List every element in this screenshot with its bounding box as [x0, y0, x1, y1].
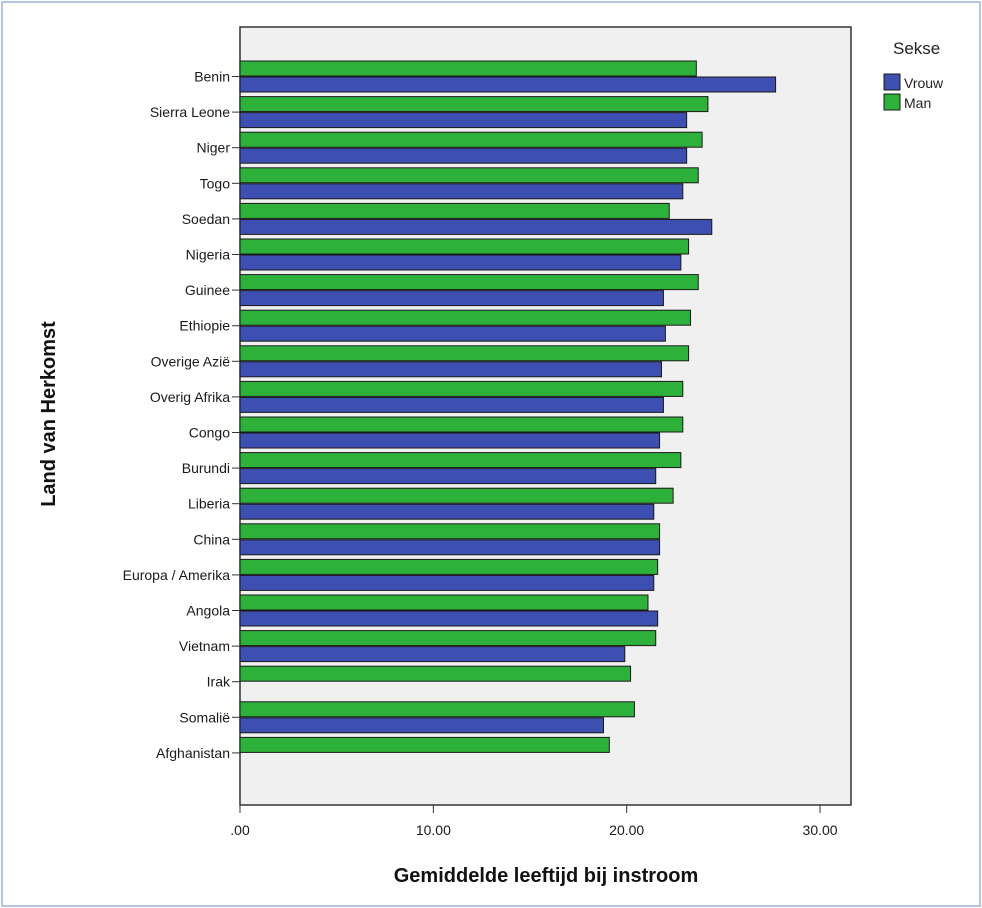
bar-man-14 — [239, 558, 659, 575]
bar-vrouw-7 — [239, 325, 666, 342]
bar-vrouw-16 — [239, 646, 626, 663]
bar-man-16 — [239, 630, 657, 647]
bar-man-4 — [239, 202, 670, 219]
y-tick-label-14: Europa / Amerika — [123, 567, 231, 583]
x-axis-title: Gemiddelde leeftijd bij instroom — [394, 865, 698, 887]
bar-vrouw-8 — [239, 361, 663, 378]
y-tick-label-19: Afghanistan — [156, 745, 230, 761]
y-tick-label-10: Congo — [189, 425, 230, 441]
y-tick-label-13: China — [193, 531, 230, 547]
x-tick-label-3: 30.00 — [803, 822, 838, 838]
bar-man-12 — [239, 487, 674, 504]
bar-man-11 — [239, 452, 682, 469]
bar-vrouw-11 — [239, 468, 657, 485]
bar-man-3 — [239, 167, 699, 184]
y-tick-label-4: Soedan — [182, 211, 230, 227]
y-tick-label-2: Niger — [197, 140, 231, 156]
bar-man-7 — [239, 309, 692, 326]
x-tick-label-2: 20.00 — [609, 822, 644, 838]
bar-man-17 — [239, 665, 632, 682]
bar-man-10 — [239, 416, 684, 433]
y-tick-label-0: Benin — [194, 69, 230, 85]
y-tick-label-9: Overig Afrika — [150, 389, 230, 405]
bar-vrouw-18 — [239, 717, 605, 734]
bar-vrouw-15 — [239, 610, 659, 627]
bar-man-15 — [239, 594, 649, 611]
y-tick-label-11: Burundi — [182, 460, 230, 476]
y-tick-label-15: Angola — [186, 603, 230, 619]
x-tick-label-1: 10.00 — [416, 822, 451, 838]
x-axis: .00 10.00 20.00 30.00 — [230, 805, 838, 838]
x-tick-label-0: .00 — [230, 822, 250, 838]
y-axis-title: Land van Herkomst — [38, 321, 60, 507]
bar-man-13 — [239, 523, 661, 540]
y-axis: Benin Sierra Leone Niger Togo Soedan Nigeria G… — [123, 69, 240, 761]
legend-swatch-man — [883, 93, 901, 111]
bar-vrouw-9 — [239, 396, 664, 413]
legend-label-man: Man — [904, 95, 931, 111]
bar-man-2 — [239, 131, 703, 148]
bar-man-6 — [239, 274, 699, 291]
bar-man-18 — [239, 701, 635, 718]
bar-man-9 — [239, 380, 684, 397]
bar-man-1 — [239, 96, 709, 113]
bar-vrouw-12 — [239, 503, 655, 520]
bar-vrouw-14 — [239, 574, 655, 591]
bar-vrouw-13 — [239, 539, 661, 556]
bar-vrouw-1 — [239, 112, 688, 129]
legend-swatch-vrouw — [883, 73, 901, 91]
bar-vrouw-2 — [239, 147, 688, 164]
y-tick-label-16: Vietnam — [179, 638, 230, 654]
y-tick-label-18: Somalië — [179, 709, 230, 725]
bar-man-19 — [239, 736, 610, 753]
bar-man-0 — [239, 60, 697, 77]
legend-title: Sekse — [893, 39, 940, 58]
legend: Sekse Vrouw Man — [883, 39, 944, 111]
bar-vrouw-3 — [239, 183, 684, 200]
bar-vrouw-0 — [239, 76, 777, 93]
bar-man-8 — [239, 345, 690, 362]
bar-vrouw-6 — [239, 290, 664, 307]
y-tick-label-1: Sierra Leone — [150, 104, 230, 120]
y-tick-label-17: Irak — [207, 674, 231, 690]
y-tick-label-5: Nigeria — [186, 247, 231, 263]
y-tick-label-7: Ethiopie — [179, 318, 230, 334]
bars-group — [239, 60, 777, 753]
bar-man-5 — [239, 238, 690, 255]
legend-label-vrouw: Vrouw — [904, 75, 944, 91]
y-tick-label-12: Liberia — [188, 496, 230, 512]
y-tick-label-6: Guinee — [185, 282, 230, 298]
y-tick-label-8: Overige Azië — [151, 353, 231, 369]
bar-vrouw-5 — [239, 254, 682, 271]
y-tick-label-3: Togo — [200, 175, 231, 191]
bar-vrouw-4 — [239, 218, 713, 235]
bar-vrouw-10 — [239, 432, 661, 449]
